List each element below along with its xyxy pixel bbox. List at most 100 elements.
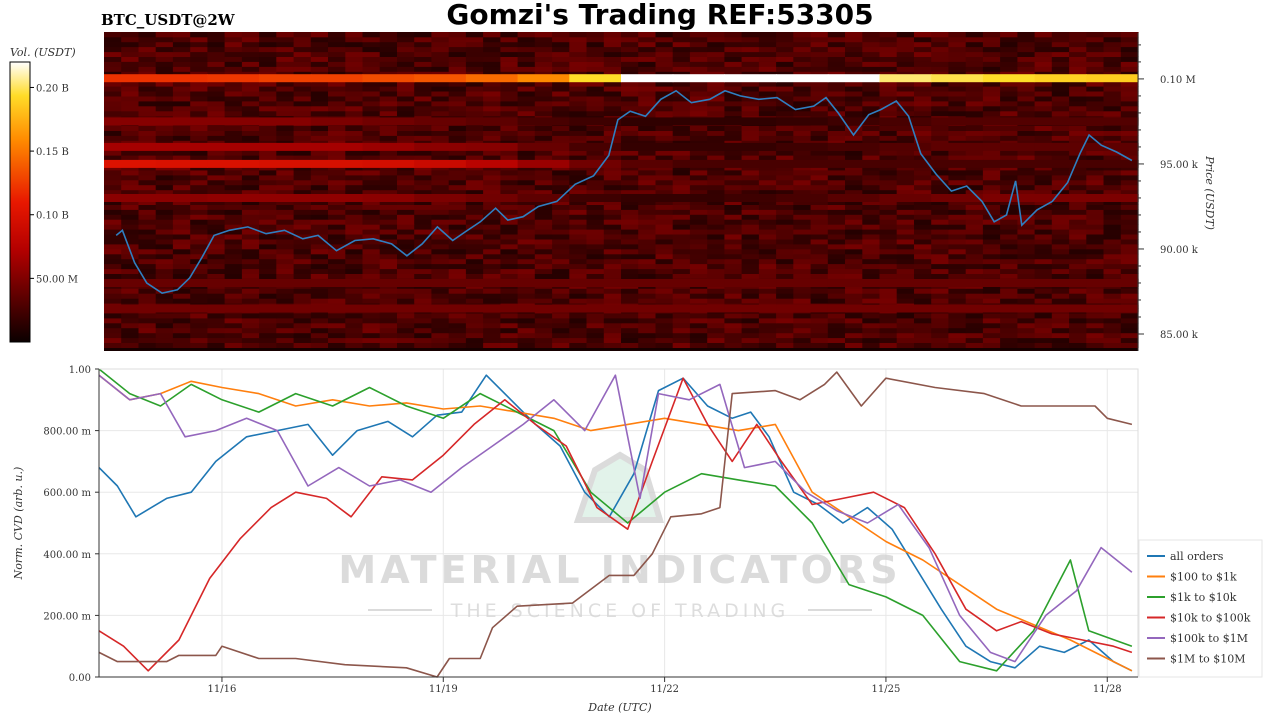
heatmap-cell — [638, 258, 656, 265]
heatmap-cell — [672, 214, 691, 220]
heatmap-cell — [621, 342, 639, 348]
heatmap-cell — [293, 298, 312, 304]
heatmap-cell — [1069, 342, 1087, 348]
heatmap-cell — [638, 135, 656, 141]
heatmap-cell — [776, 258, 794, 265]
heatmap-cell — [552, 189, 570, 196]
liquidity-level — [517, 117, 570, 126]
heatmap-cell — [879, 170, 898, 176]
heatmap-cell — [104, 96, 122, 102]
heatmap-cell — [845, 298, 863, 304]
heatmap-cell — [638, 224, 656, 230]
heatmap-cell — [827, 135, 846, 141]
heatmap-cell — [1000, 46, 1018, 53]
heatmap-cell — [707, 125, 725, 131]
heatmap-cell — [276, 253, 295, 260]
heatmap-cell — [121, 46, 139, 53]
heatmap-cell — [862, 189, 881, 196]
heatmap-cell — [1034, 288, 1053, 294]
heatmap-cell — [862, 234, 881, 240]
heatmap-cell — [707, 219, 725, 225]
heatmap-cell — [1103, 327, 1122, 334]
heatmap-cell — [552, 86, 570, 92]
heatmap-cell — [362, 110, 381, 117]
heatmap-cell — [500, 101, 519, 107]
heatmap-cell — [379, 327, 398, 334]
heatmap-cell — [862, 337, 881, 343]
heatmap-cell — [224, 106, 243, 112]
heatmap-cell — [1000, 318, 1018, 324]
heatmap-cell — [483, 263, 501, 270]
heatmap-cell — [362, 293, 381, 299]
heatmap-cell — [259, 150, 277, 156]
heatmap-cell — [827, 32, 846, 38]
heatmap-cell — [276, 46, 295, 53]
liquidity-level — [362, 117, 415, 126]
heatmap-cell — [672, 81, 691, 87]
heatmap-cell — [1051, 327, 1070, 334]
heatmap-cell — [224, 110, 243, 117]
heatmap-cell — [603, 125, 622, 131]
heatmap-cell — [362, 258, 381, 265]
chart-title: Gomzi's Trading REF:53305 — [446, 0, 873, 31]
heatmap-cell — [207, 258, 226, 265]
heatmap-cell — [793, 86, 812, 92]
heatmap-cell — [190, 313, 208, 319]
heatmap-cell — [603, 71, 622, 77]
heatmap-cell — [1051, 293, 1070, 299]
liquidity-level — [465, 279, 519, 287]
heatmap-cell — [931, 318, 949, 324]
heatmap-cell — [1069, 179, 1087, 186]
heatmap-cell — [982, 293, 1001, 299]
heatmap-cell — [362, 253, 381, 260]
heatmap-cell — [224, 258, 243, 265]
heatmap-cell — [827, 342, 846, 348]
heatmap-cell — [862, 313, 881, 319]
liquidity-level — [310, 142, 364, 151]
heatmap-cell — [517, 81, 536, 87]
heatmap-cell — [138, 204, 157, 210]
heatmap-cell — [672, 96, 691, 102]
heatmap-cell — [207, 96, 226, 102]
heatmap-cell — [1000, 298, 1018, 304]
heatmap-cell — [827, 293, 846, 299]
symbol-label: BTC_USDT@2W — [101, 11, 236, 29]
heatmap-cell — [707, 71, 725, 77]
heatmap-cell — [397, 135, 415, 141]
heatmap-cell — [689, 81, 708, 87]
heatmap-cell — [345, 322, 364, 329]
colorbar-tick-label: 0.10 B — [36, 211, 69, 222]
heatmap-cell — [672, 224, 691, 230]
heatmap-cell — [414, 318, 432, 324]
heatmap-cell — [397, 51, 415, 57]
heatmap-cell — [448, 155, 467, 161]
heatmap-cell — [827, 170, 846, 176]
heatmap-cell — [862, 61, 881, 67]
heatmap-cell — [465, 229, 484, 235]
heatmap-cell — [172, 204, 191, 210]
liquidity-level — [104, 117, 157, 126]
heatmap-cell — [224, 234, 243, 240]
liquidity-level — [672, 194, 725, 202]
heatmap-cell — [104, 175, 122, 181]
heatmap-cell — [121, 258, 139, 265]
heatmap-cell — [1034, 189, 1053, 196]
heatmap-cell — [293, 106, 312, 112]
heatmap-cell — [362, 209, 381, 215]
heatmap-cell — [207, 110, 226, 117]
heatmap-cell — [397, 234, 415, 240]
heatmap-cell — [603, 288, 622, 294]
heatmap-cell — [1017, 179, 1036, 186]
heatmap-cell — [310, 253, 329, 260]
heatmap-cell — [569, 106, 588, 112]
heatmap-cell — [1120, 184, 1139, 191]
heatmap-cell — [431, 298, 450, 304]
heatmap-cell — [776, 96, 794, 102]
heatmap-cell — [689, 337, 708, 343]
heatmap-cell — [655, 219, 674, 225]
heatmap-cell — [569, 46, 588, 53]
heatmap-cell — [741, 327, 760, 334]
heatmap-cell — [931, 135, 949, 141]
heatmap-cell — [362, 318, 381, 324]
heatmap-cell — [896, 36, 915, 43]
